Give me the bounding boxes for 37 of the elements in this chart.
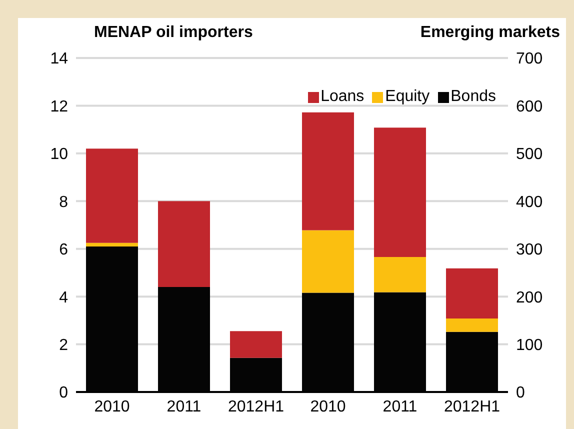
y2-tick-label: 500 (516, 146, 543, 164)
y2-tick-label: 200 (516, 289, 543, 306)
bar (302, 230, 354, 293)
bar (230, 331, 282, 358)
y-tick-label: 14 (50, 50, 68, 68)
y-tick-label: 2 (59, 336, 68, 354)
y2-tick-label: 0 (516, 384, 525, 402)
y-tick-label: 0 (59, 384, 68, 402)
bar (374, 256, 426, 292)
x-tick-label: 2012H1 (228, 398, 284, 416)
y-tick-label: 8 (59, 194, 68, 211)
bar (446, 268, 498, 319)
y2-tick-label: 700 (516, 50, 543, 68)
bar (446, 318, 498, 332)
bar (158, 201, 210, 288)
bar (302, 112, 354, 230)
y2-tick-label: 600 (516, 98, 543, 116)
y-tick-label: 6 (59, 242, 68, 259)
y2-tick-label: 100 (516, 336, 543, 354)
y2-axis-title: Emerging markets (420, 24, 560, 42)
x-tick-label: 2011 (166, 398, 202, 416)
x-tick-label: 2012H1 (444, 398, 500, 416)
x-tick-label: 2010 (94, 398, 130, 416)
legend-label: Loans (320, 88, 364, 106)
legend-label: Equity (385, 88, 430, 106)
bar (86, 242, 138, 246)
y2-tick-label: 400 (516, 194, 543, 211)
y2-tick-label: 300 (516, 242, 543, 259)
x-tick-label: 2011 (382, 398, 418, 416)
x-tick-label: 2010 (310, 398, 346, 416)
y-tick-label: 4 (59, 289, 68, 306)
bar (374, 128, 426, 257)
y-tick-label: 10 (50, 146, 68, 164)
y-axis-title: MENAP oil importers (94, 24, 253, 42)
legend-label: Bonds (450, 88, 496, 106)
bar (86, 148, 138, 243)
y-tick-label: 12 (50, 98, 68, 116)
